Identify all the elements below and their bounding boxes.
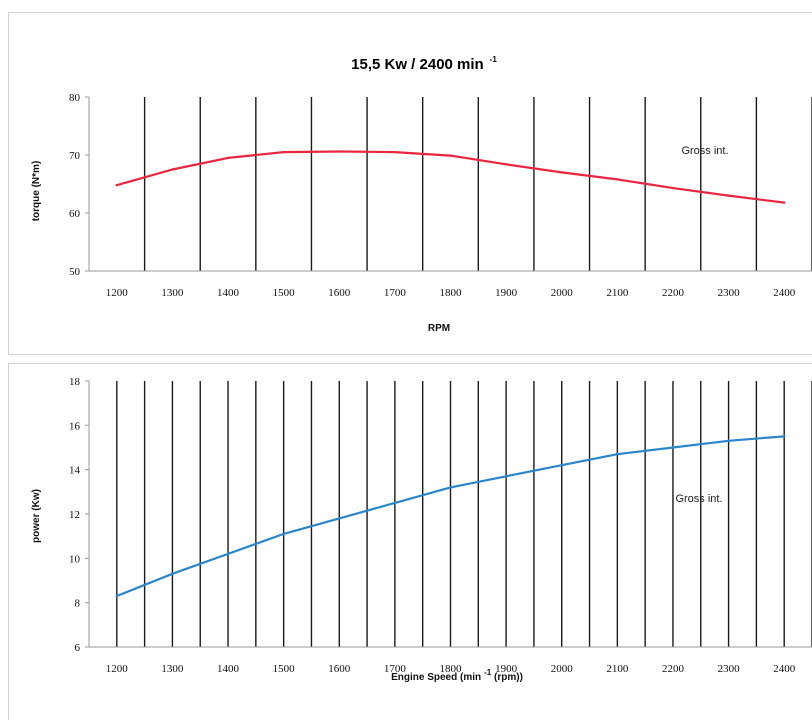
power-chart: 6 8 10 12 14 16 18 1200 1300 1400 1500 1600 1700 1800… xyxy=(31,376,812,683)
power-chart-panel: 6 8 10 12 14 16 18 1200 1300 1400 1500 1600 1700 1800… xyxy=(8,363,812,720)
chart-title: 15,5 Kw / 2400 min -1 xyxy=(351,55,497,73)
data-point xyxy=(226,552,230,556)
y-tick-label: 8 xyxy=(75,598,81,610)
x-tick-label: 1800 xyxy=(440,287,463,299)
x-tick-label: 1400 xyxy=(217,287,240,299)
data-point xyxy=(226,156,230,160)
y-axis-label: power (Kw) xyxy=(31,489,42,543)
data-point xyxy=(727,194,730,197)
data-point xyxy=(616,452,619,456)
y-axis-label: torque (N*m) xyxy=(31,161,42,222)
data-point xyxy=(782,435,786,438)
data-point xyxy=(282,532,285,536)
torque-chart: 15,5 Kw / 2400 min -1 50 60 70 80 1200 1300 140… xyxy=(31,55,812,334)
torque-chart-panel: 15,5 Kw / 2400 min -1 50 60 70 80 1200 1300 140… xyxy=(8,12,812,355)
x-axis-label: RPM xyxy=(428,323,450,334)
x-tick-label: 1600 xyxy=(328,287,351,299)
data-point xyxy=(504,475,508,478)
data-point xyxy=(282,150,285,154)
x-tick-label: 1900 xyxy=(495,287,518,299)
y-tick-label: 18 xyxy=(69,376,81,388)
y-tick-label: 12 xyxy=(69,509,80,521)
data-point xyxy=(115,594,119,598)
x-tick-label: 2400 xyxy=(773,287,796,299)
series-annotation: Gross int. xyxy=(681,145,728,157)
data-point xyxy=(171,168,174,171)
x-tick-label: 1900 xyxy=(495,663,518,675)
data-point xyxy=(560,464,563,467)
x-tick-label: 2000 xyxy=(551,663,574,675)
data-point xyxy=(393,501,397,505)
x-tick-label: 1500 xyxy=(273,663,296,675)
series-annotation: Gross int. xyxy=(675,493,722,505)
data-point xyxy=(449,154,452,157)
x-axis-label: Engine Speed (min -1 (rpm)) xyxy=(391,668,523,683)
data-point xyxy=(393,150,397,154)
x-tick-label: 1500 xyxy=(273,287,296,299)
data-point xyxy=(671,446,675,449)
x-tick-label: 2100 xyxy=(606,287,629,299)
x-tick-label: 2400 xyxy=(773,663,796,675)
data-point xyxy=(671,186,675,190)
x-tick-label: 1200 xyxy=(106,287,129,299)
x-tick-label: 1400 xyxy=(217,663,240,675)
x-tick-label: 2300 xyxy=(718,663,741,675)
y-tick-label: 10 xyxy=(69,553,81,565)
x-tick-label: 1300 xyxy=(161,287,184,299)
data-point xyxy=(727,439,730,443)
y-tick-label: 16 xyxy=(69,420,81,432)
x-tick-label: 1300 xyxy=(161,663,184,675)
x-tick-label: 2100 xyxy=(606,663,629,675)
data-point xyxy=(449,486,452,489)
x-tick-label: 2300 xyxy=(718,287,741,299)
x-tick-label: 2000 xyxy=(551,287,574,299)
x-tick-label: 2200 xyxy=(662,287,685,299)
x-tick-label: 1700 xyxy=(384,663,407,675)
data-point xyxy=(338,517,341,520)
x-tick-label: 1700 xyxy=(384,287,407,299)
data-point xyxy=(504,163,508,166)
data-point xyxy=(115,183,119,187)
y-tick-label: 6 xyxy=(75,642,81,654)
y-tick-label: 60 xyxy=(69,208,81,220)
y-tick-label: 80 xyxy=(69,92,81,104)
y-tick-label: 70 xyxy=(69,150,81,162)
data-point xyxy=(171,572,174,576)
x-tick-label: 1200 xyxy=(106,663,129,675)
x-tick-label: 1800 xyxy=(440,663,463,675)
x-tick-label: 1600 xyxy=(328,663,351,675)
data-point xyxy=(560,171,563,174)
x-tick-label: 2200 xyxy=(662,663,685,675)
y-tick-label: 50 xyxy=(69,266,81,278)
data-point xyxy=(782,201,786,204)
data-point xyxy=(616,178,619,181)
y-tick-label: 14 xyxy=(69,465,81,477)
data-point xyxy=(338,150,341,153)
series-line-torque xyxy=(115,150,786,204)
